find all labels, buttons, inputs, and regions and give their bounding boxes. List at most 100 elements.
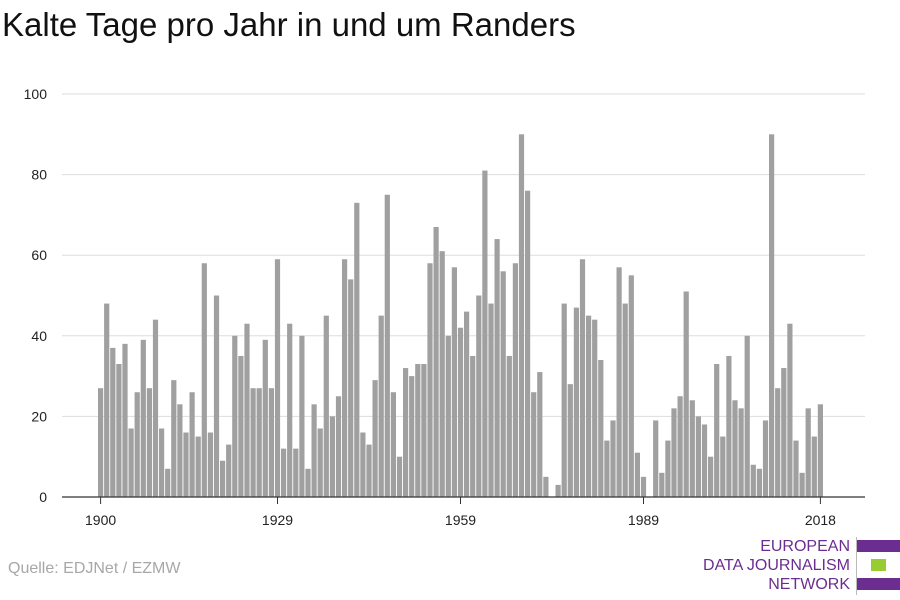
bar [592,319,598,497]
bar [640,476,647,497]
bar [451,267,457,497]
bar [366,444,372,497]
y-tick-label: 100 [24,86,48,102]
bar [506,355,512,497]
logo-line-1: EUROPEAN [760,538,850,555]
bar [793,440,799,497]
bar [512,263,518,497]
bar [390,392,396,497]
bar [213,295,220,497]
bar [110,347,116,497]
y-axis-ticks: 0 20 40 60 80 100 [24,86,48,505]
bar [189,392,195,497]
bar [720,436,726,497]
bar [378,315,384,497]
bar [281,448,287,497]
bar [268,388,274,497]
bar [561,303,567,497]
bar [317,428,323,497]
y-tick-label: 40 [31,328,47,344]
bar [750,464,756,497]
bar [781,368,787,497]
bar [201,263,207,497]
bar [683,291,689,497]
bar [756,468,762,497]
bar [250,388,256,497]
bar-chart: 0 20 40 60 80 100 1900 1929 1959 1989 2018 [24,86,865,528]
bar [354,202,360,497]
bar [586,315,592,497]
bar [714,364,720,497]
bar [488,303,494,497]
bar [226,444,232,497]
bar [195,436,201,497]
bar [701,424,708,497]
bar [659,472,665,497]
bar [311,404,317,497]
bar [256,388,262,497]
bar [500,271,506,497]
bar [342,259,348,497]
bar [293,448,299,497]
bars [98,134,823,498]
bar [738,408,744,497]
bar [122,343,128,497]
bar [329,416,335,497]
y-tick-label: 80 [31,167,47,183]
bar [525,190,531,497]
bar [360,432,366,497]
bar [104,303,110,497]
x-tick-label: 2018 [805,512,836,528]
bar [207,432,213,497]
bar [476,295,482,497]
bar [464,311,470,497]
bar [744,335,750,497]
logo-bar-purple [857,540,900,552]
bar [518,134,525,498]
bar [159,428,165,497]
bar [98,388,104,497]
bar [811,436,817,497]
logo-bar-green [871,559,886,571]
bar [177,404,183,497]
bar [335,396,342,497]
bar [262,339,268,497]
bar [762,420,769,497]
y-tick-label: 60 [31,247,47,263]
bar [665,440,671,497]
bar [671,408,677,497]
bar [628,275,634,497]
bar [726,355,732,497]
bar [171,380,177,497]
x-tick-label: 1959 [445,512,476,528]
bar [457,327,464,497]
bar [531,392,537,497]
bar [433,226,439,498]
bar [232,335,238,497]
bar [220,460,226,497]
chart-title: Kalte Tage pro Jahr in und um Randers [2,6,576,43]
source-note: Quelle: EDJNet / EZMW [8,560,181,577]
bar [494,239,500,497]
bar [598,359,604,497]
bar [238,355,244,497]
bar [299,335,305,497]
bar [482,170,488,497]
bar [470,355,476,497]
bar [287,323,293,497]
bar [134,392,140,497]
bar [439,251,445,497]
y-tick-label: 0 [39,489,47,505]
bar [787,323,793,497]
bar [244,323,250,497]
bar [567,384,573,497]
bar [604,440,610,497]
bar [323,315,329,497]
bar [165,468,171,497]
logo-line-2: DATA JOURNALISM [703,557,850,574]
bar [421,364,427,497]
bar [384,194,390,497]
bar [415,364,421,497]
bar [805,408,811,497]
bar [622,303,628,497]
